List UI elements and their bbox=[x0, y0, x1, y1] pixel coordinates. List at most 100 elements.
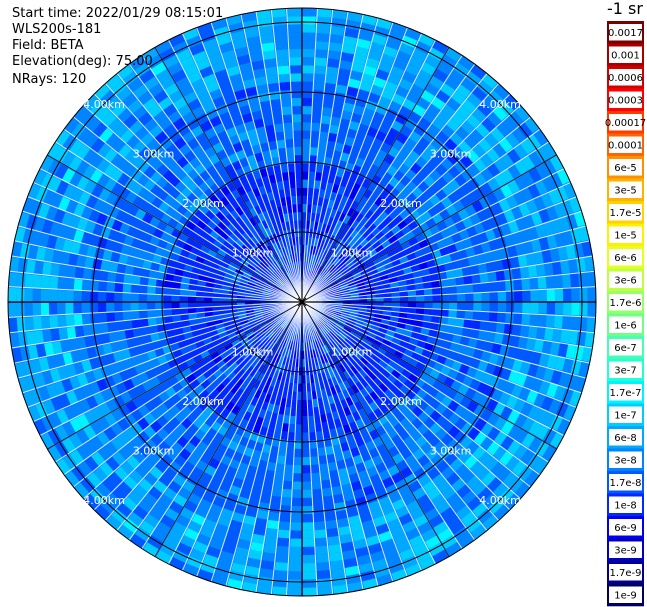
gate-cell bbox=[267, 461, 277, 472]
gate-cell bbox=[120, 244, 131, 256]
gate-cell bbox=[538, 236, 550, 251]
gate-cell bbox=[188, 284, 198, 291]
gate-cell bbox=[473, 431, 487, 446]
gate-cell bbox=[8, 287, 17, 302]
gate-cell bbox=[277, 455, 286, 465]
gate-cell bbox=[192, 175, 204, 187]
gate-cell bbox=[216, 414, 227, 426]
gate-cell bbox=[175, 76, 190, 90]
gate-cell bbox=[477, 360, 489, 372]
gate-cell bbox=[462, 490, 477, 505]
gate-cell bbox=[362, 353, 372, 362]
gate-cell bbox=[350, 330, 359, 338]
gate-cell bbox=[302, 81, 313, 90]
gate-cell bbox=[514, 302, 523, 313]
gate-cell bbox=[156, 521, 172, 536]
gate-cell bbox=[282, 114, 292, 124]
gate-cell bbox=[485, 362, 497, 375]
gate-cell bbox=[284, 322, 290, 331]
gate-cell bbox=[449, 132, 464, 146]
gate-cell bbox=[272, 115, 283, 125]
gate-cell bbox=[400, 186, 412, 198]
gate-cell bbox=[244, 241, 253, 250]
gate-cell bbox=[210, 262, 220, 270]
gate-cell bbox=[483, 251, 494, 263]
gate-cell bbox=[142, 97, 158, 112]
gate-cell bbox=[318, 319, 326, 327]
gate-cell bbox=[412, 486, 427, 500]
ray-separator bbox=[73, 304, 300, 488]
colorbar-label: 0.001 bbox=[611, 50, 640, 61]
gate-cell bbox=[231, 375, 241, 385]
gate-cell bbox=[242, 182, 252, 193]
gate-cell bbox=[389, 405, 401, 416]
gate-cell bbox=[37, 203, 50, 219]
gate-cell bbox=[131, 238, 142, 249]
gate-cell bbox=[278, 447, 287, 457]
gate-cell bbox=[231, 562, 246, 574]
ray-separator bbox=[240, 14, 302, 299]
gate-cell bbox=[312, 272, 317, 281]
gate-cell bbox=[289, 65, 302, 74]
gate-cell bbox=[437, 479, 451, 494]
gate-cell bbox=[337, 391, 346, 401]
gate-cell bbox=[262, 116, 274, 127]
gate-cell bbox=[331, 283, 340, 289]
ray-separator bbox=[302, 305, 408, 577]
gate-cell bbox=[485, 261, 496, 272]
gate-cell bbox=[322, 363, 329, 372]
gate-cell bbox=[322, 345, 328, 355]
colorbar-label: 1.7e-5 bbox=[609, 208, 641, 219]
colorbar-label: 1.7e-8 bbox=[609, 478, 641, 489]
gate-cell bbox=[319, 364, 325, 373]
gate-cell bbox=[220, 508, 234, 520]
gate-cell bbox=[276, 345, 283, 355]
gate-cell bbox=[302, 546, 316, 556]
gate-cell bbox=[394, 389, 406, 400]
gate-cell bbox=[96, 173, 110, 188]
gate-cell bbox=[251, 273, 260, 280]
gate-cell bbox=[381, 88, 395, 101]
gate-cell bbox=[148, 83, 164, 98]
gate-cell bbox=[249, 276, 259, 283]
gate-cell bbox=[340, 284, 349, 290]
gate-cell bbox=[369, 380, 379, 391]
gate-cell bbox=[250, 236, 259, 245]
gate-cell bbox=[124, 413, 137, 427]
gate-cell bbox=[228, 73, 242, 85]
gate-cell bbox=[338, 279, 347, 286]
gate-cell bbox=[267, 331, 275, 339]
gate-cell bbox=[360, 268, 369, 276]
gate-cell bbox=[242, 78, 256, 89]
gate-cell bbox=[291, 253, 296, 263]
gate-cell bbox=[263, 287, 272, 292]
gate-cell bbox=[550, 218, 563, 234]
gate-cell bbox=[170, 393, 182, 405]
gate-cell bbox=[186, 412, 199, 424]
gate-cell bbox=[322, 198, 330, 208]
gate-cell bbox=[303, 587, 318, 596]
gate-cell bbox=[353, 488, 366, 499]
gate-cell bbox=[403, 378, 415, 389]
gate-cell bbox=[157, 239, 168, 250]
gate-cell bbox=[546, 302, 556, 315]
colorbar-bin: 6e-7 bbox=[607, 336, 644, 359]
gate-cell bbox=[22, 391, 36, 408]
gate-cell bbox=[340, 242, 348, 252]
gate-cell bbox=[387, 220, 397, 230]
gate-cell bbox=[338, 212, 347, 222]
gate-cell bbox=[472, 244, 484, 255]
gate-cell bbox=[110, 153, 124, 168]
gate-cell bbox=[202, 38, 218, 51]
gate-cell bbox=[274, 41, 288, 51]
colorbar-label-box bbox=[609, 294, 642, 311]
gate-cell bbox=[364, 279, 373, 285]
gate-cell bbox=[441, 534, 458, 549]
gate-cell bbox=[81, 302, 90, 314]
ray bbox=[142, 305, 301, 557]
gate-cell bbox=[489, 291, 498, 302]
gate-cell bbox=[353, 454, 364, 465]
gate-cell bbox=[216, 235, 226, 245]
gate-cell bbox=[350, 446, 361, 458]
gate-cell bbox=[302, 440, 310, 449]
